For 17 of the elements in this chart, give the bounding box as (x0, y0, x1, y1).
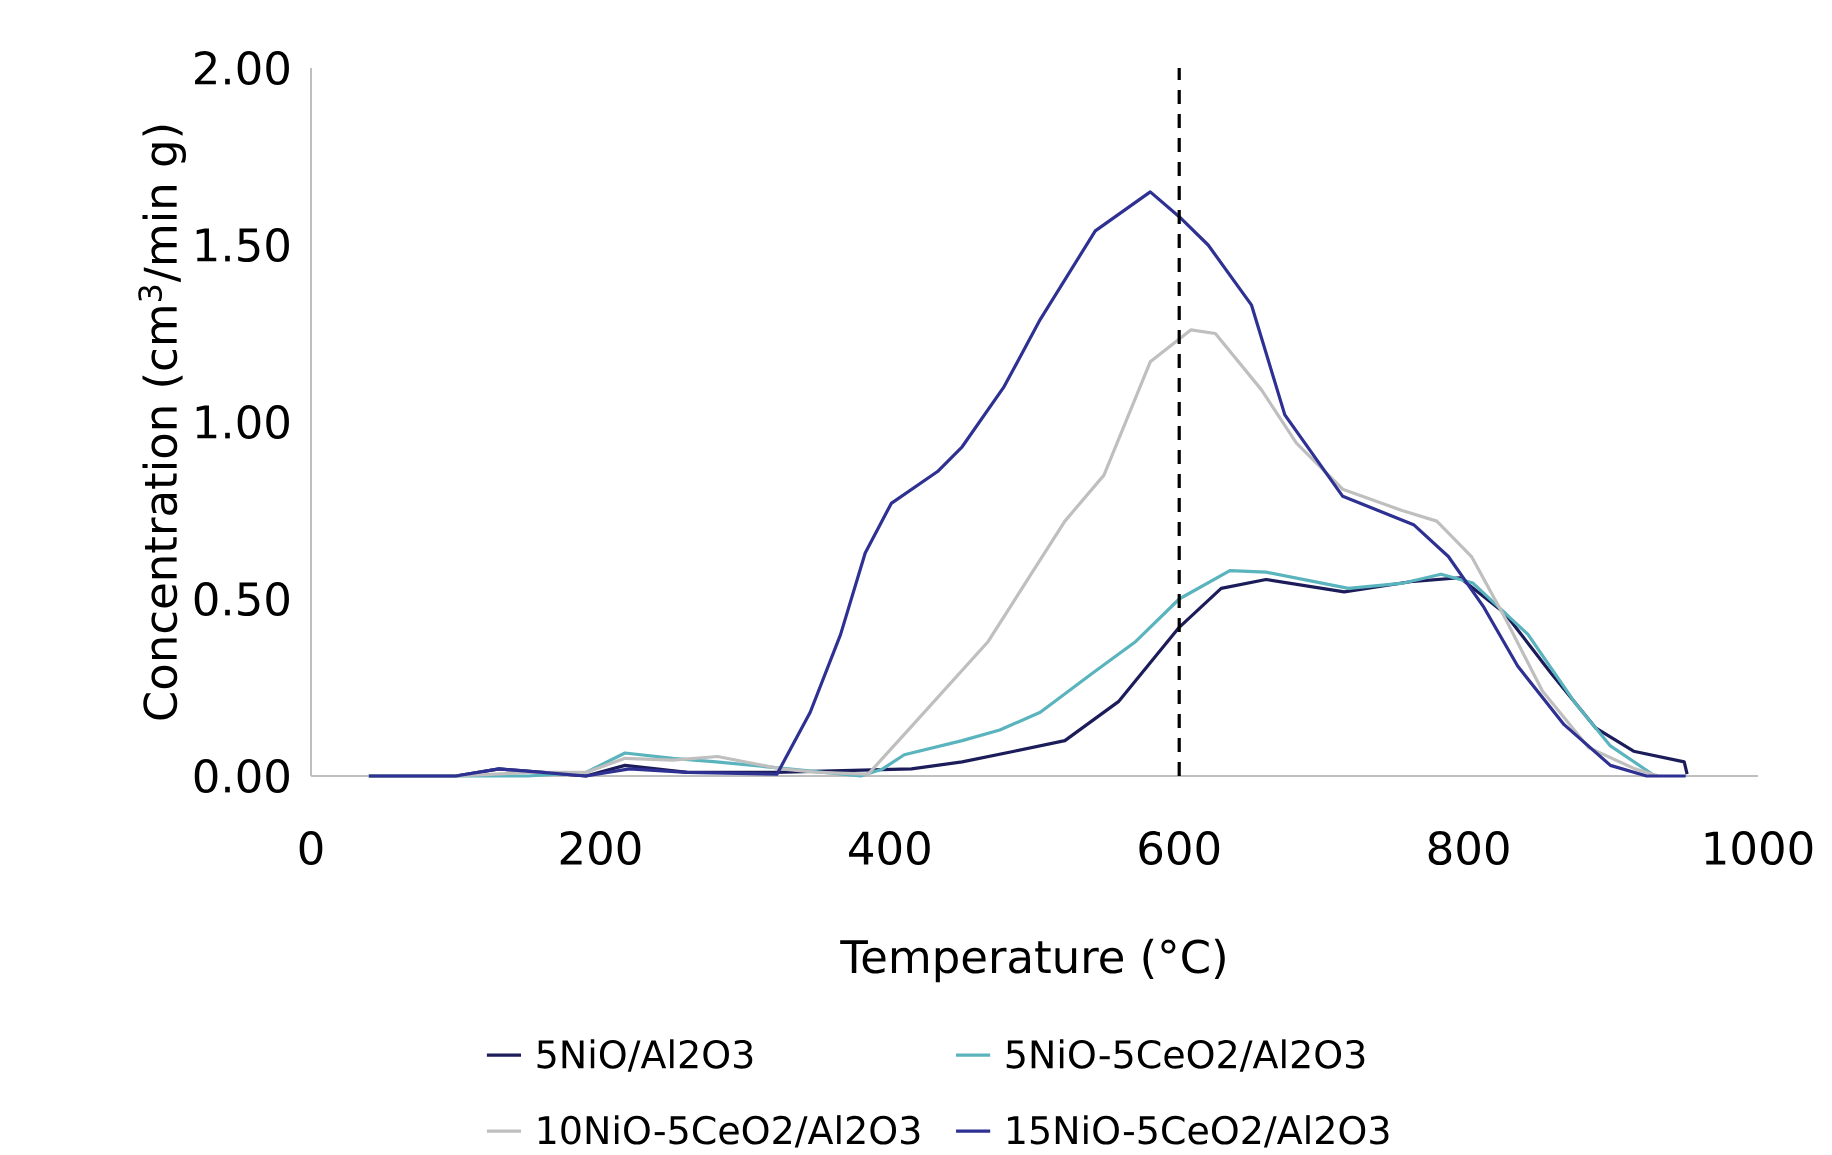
legend-label: 5NiO/Al2O3 (537, 1039, 753, 1072)
x-tick-label: 200 (560, 831, 641, 866)
x-tick-label: 800 (1428, 831, 1509, 866)
y-tick-label: 1.50 (196, 227, 289, 262)
legend-label: 15NiO-5CeO2/Al2O3 (1007, 1115, 1389, 1148)
x-tick-label: 1000 (1705, 831, 1813, 866)
y-tick-label: 2.00 (195, 50, 289, 85)
x-axis-title: Temperature (°C) (840, 938, 1225, 983)
y-tick-label: 1.00 (196, 404, 289, 439)
legend-label: 10NiO-5CeO2/Al2O3 (538, 1115, 920, 1148)
x-tick-label: 600 (1139, 831, 1220, 866)
y-tick-label: 0.50 (194, 581, 289, 616)
legend-label: 5NiO-5CeO2/Al2O3 (1006, 1039, 1365, 1072)
x-tick-label: 400 (849, 831, 930, 866)
x-tick-label: 0 (299, 831, 323, 866)
y-axis-title: Concentration (cm$^{3}$/min g) (138, 125, 186, 720)
y-tick-label: 0.00 (194, 758, 289, 793)
